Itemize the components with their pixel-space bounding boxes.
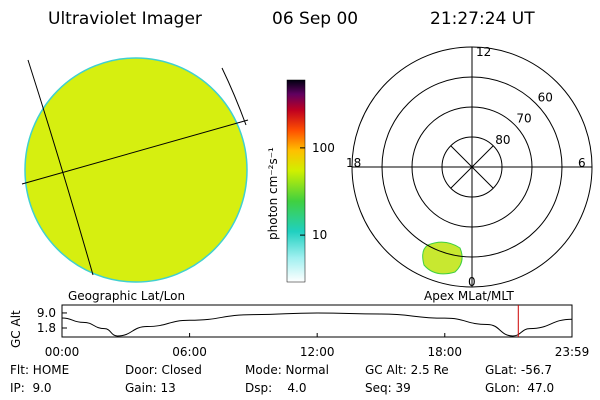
- time: 21:27:24 UT: [430, 9, 535, 29]
- x-tick-label: 06:00: [172, 345, 207, 359]
- altitude-curve: [61, 312, 573, 337]
- ring: [411, 106, 533, 228]
- status-field: Dsp: 4.0: [245, 381, 307, 395]
- ring: [441, 136, 503, 198]
- colorbar: [286, 79, 306, 283]
- colorbar-label: photon cm⁻²s⁻¹: [266, 147, 280, 240]
- hour-label: 12: [476, 45, 491, 59]
- status-field: GC Alt: 2.5 Re: [365, 363, 449, 377]
- status-field: GLat: -56.7: [485, 363, 552, 377]
- y-tick-label: 9.0: [37, 306, 56, 320]
- status-field: Gain: 13: [125, 381, 176, 395]
- x-tick-label: 18:00: [427, 345, 462, 359]
- x-tick-label: 23:59: [555, 345, 590, 359]
- x-tick-label: 12:00: [300, 345, 335, 359]
- x-tick-label: 00:00: [45, 345, 80, 359]
- ring-label: 80: [495, 133, 510, 147]
- date: 06 Sep 00: [272, 9, 358, 29]
- ring: [381, 76, 563, 258]
- tick-label: 10: [312, 228, 327, 242]
- hour-label: 6: [578, 156, 586, 170]
- caption: Apex MLat/MLT: [424, 289, 514, 303]
- status-field: Mode: Normal: [245, 363, 329, 377]
- hour-label: 0: [468, 275, 476, 289]
- axis-line: [450, 145, 494, 189]
- title: Ultraviolet Imager: [48, 9, 202, 29]
- status-field: Flt: HOME: [10, 363, 69, 377]
- ring-label: 60: [538, 90, 553, 104]
- image-disk: [24, 57, 248, 283]
- status-field: Door: Closed: [125, 363, 202, 377]
- y-axis-label: GC Alt: [9, 310, 23, 348]
- caption: Geographic Lat/Lon: [68, 289, 185, 303]
- status-field: Seq: 39: [365, 381, 411, 395]
- auroral-blob: [422, 241, 463, 275]
- hour-label: 18: [346, 156, 361, 170]
- status-field: IP: 9.0: [10, 381, 52, 395]
- plot-frame: [61, 304, 573, 338]
- ring-label: 70: [516, 112, 531, 126]
- y-tick-label: 1.8: [37, 321, 56, 335]
- grid-line: [21, 119, 249, 185]
- grid-line: [27, 59, 94, 276]
- status-field: GLon: 47.0: [485, 381, 554, 395]
- tick-label: 100: [312, 141, 335, 155]
- grid-line: [221, 67, 247, 126]
